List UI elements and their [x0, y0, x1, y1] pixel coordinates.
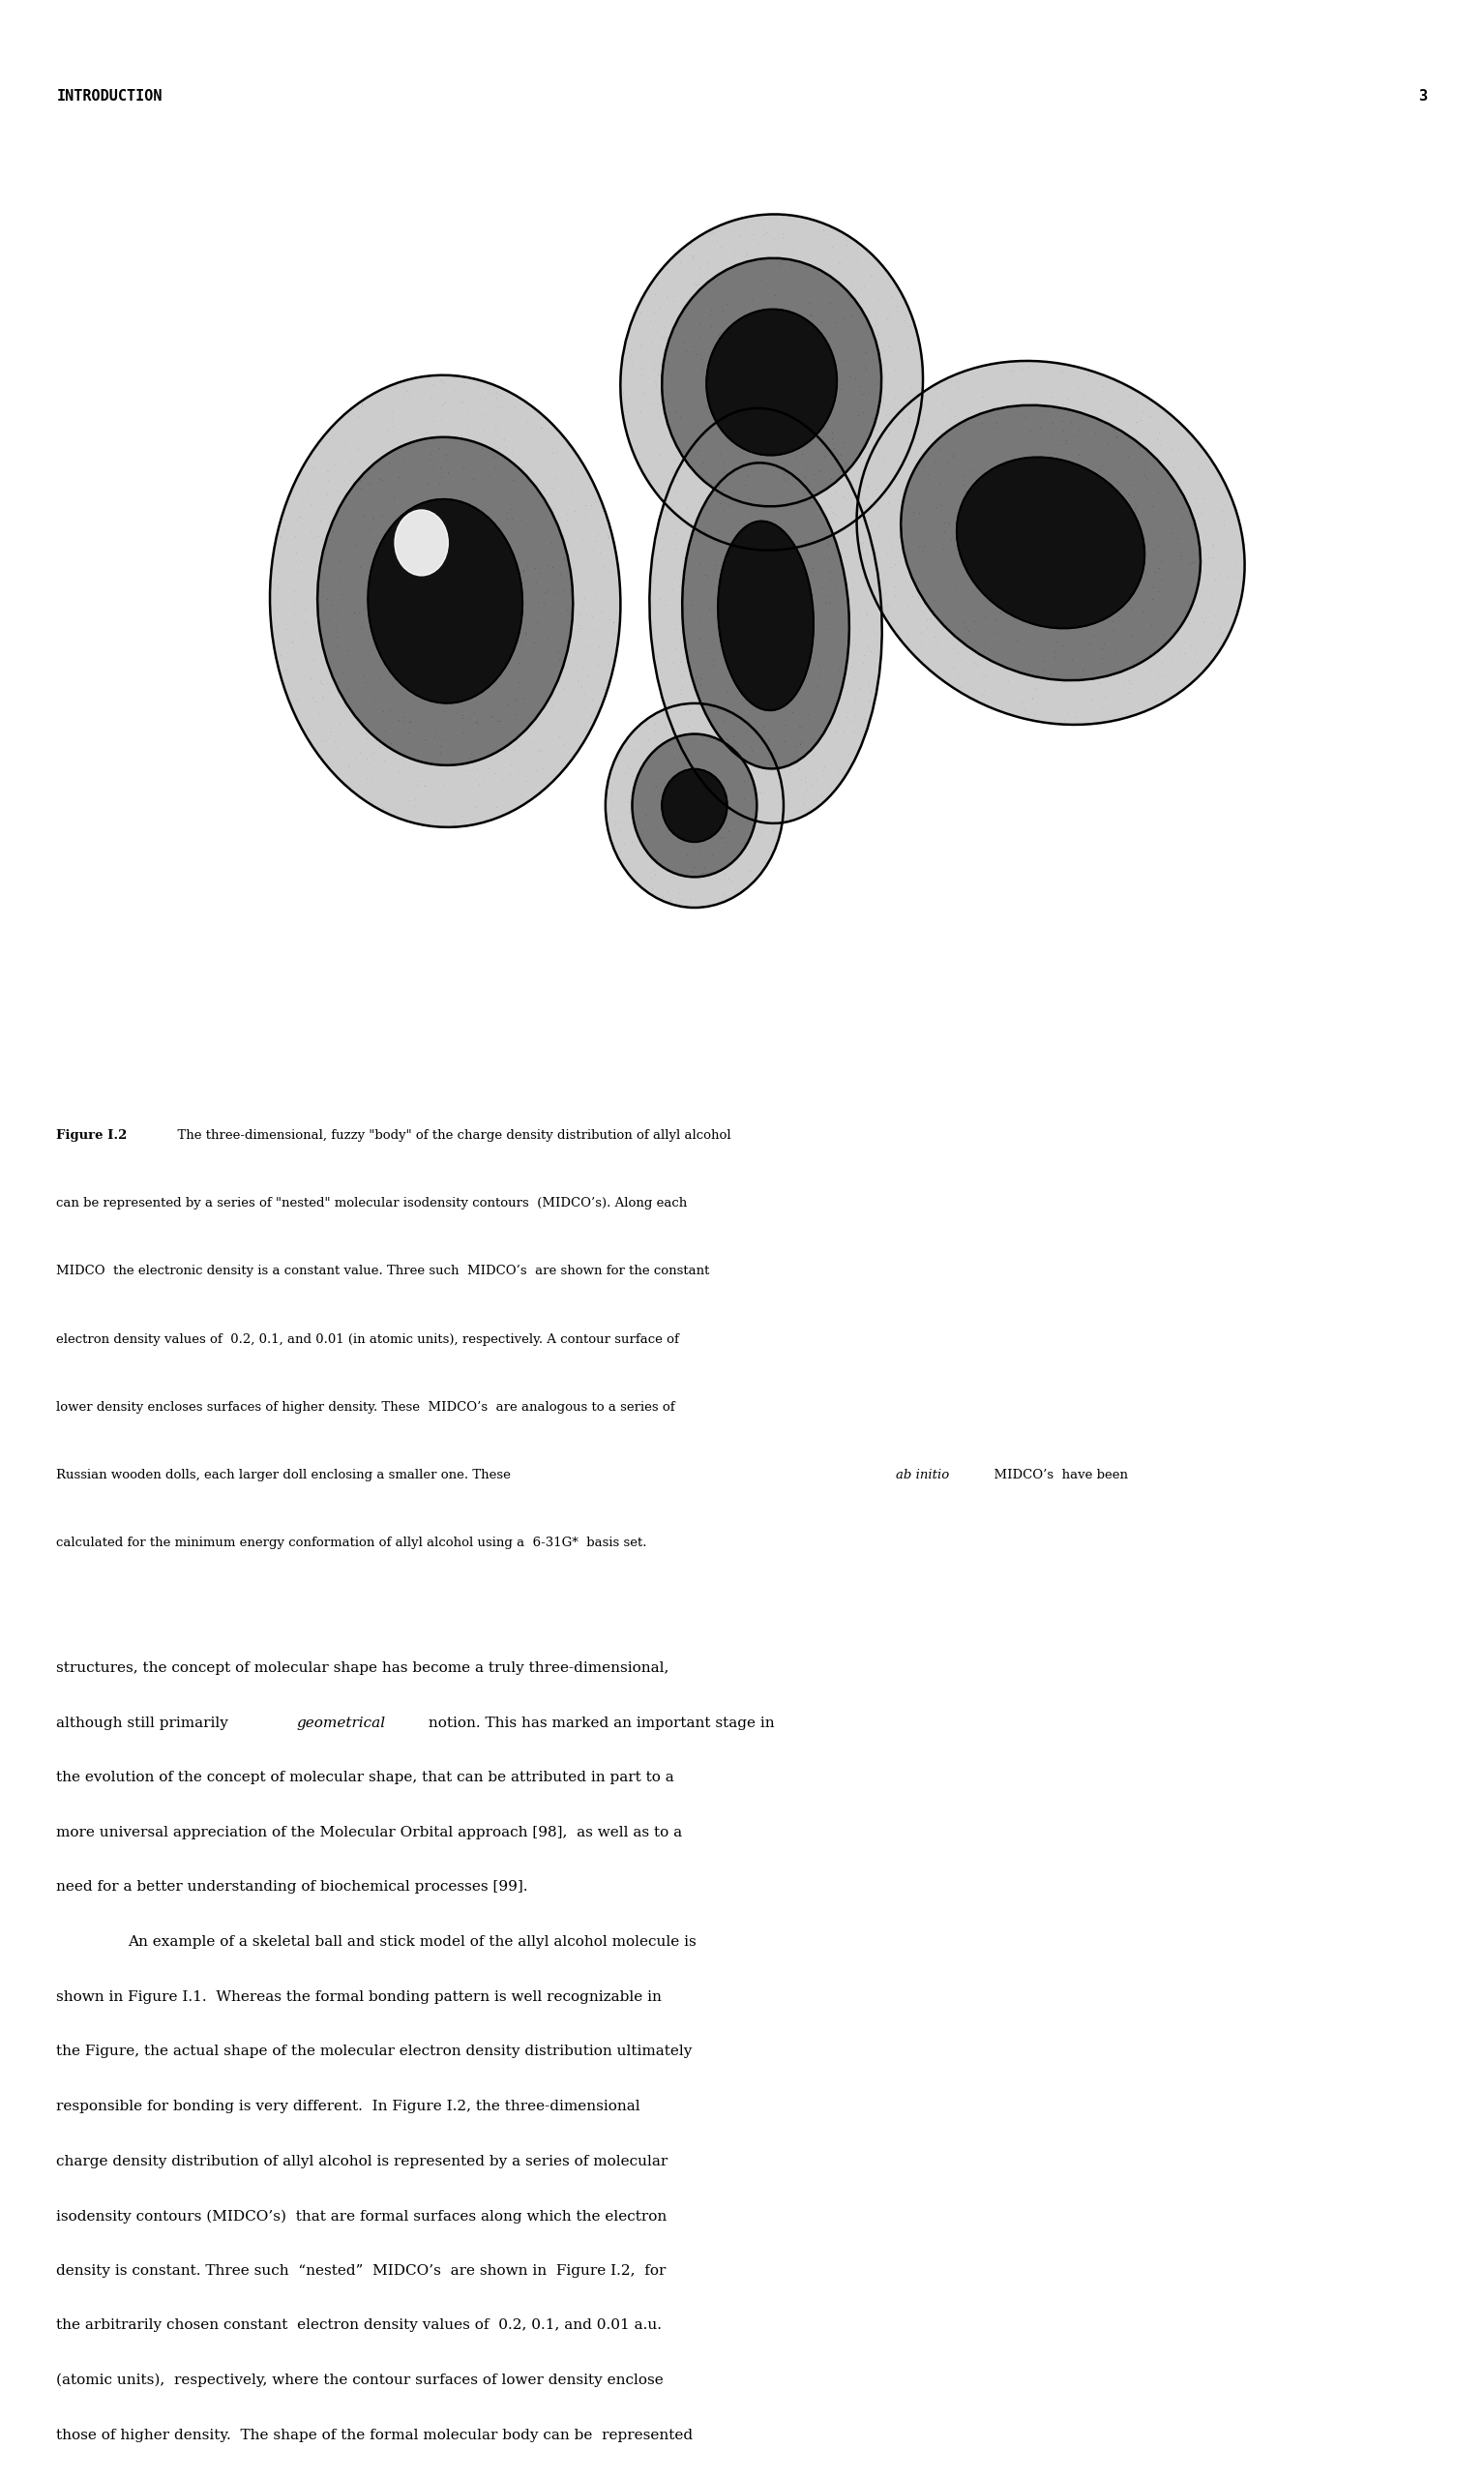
- Ellipse shape: [718, 521, 813, 711]
- Text: the evolution of the concept of molecular shape, that can be attributed in part : the evolution of the concept of molecula…: [56, 1770, 674, 1785]
- Text: (atomic units),  respectively, where the contour surfaces of lower density enclo: (atomic units), respectively, where the …: [56, 2372, 663, 2387]
- Ellipse shape: [605, 704, 784, 907]
- Text: need for a better understanding of biochemical processes [99].: need for a better understanding of bioch…: [56, 1882, 528, 1894]
- Text: the Figure, the actual shape of the molecular electron density distribution ulti: the Figure, the actual shape of the mole…: [56, 2045, 693, 2058]
- Text: responsible for bonding is very different.  In Figure I.2, the three-dimensional: responsible for bonding is very differen…: [56, 2100, 640, 2112]
- Ellipse shape: [650, 409, 881, 823]
- Text: lower density encloses surfaces of higher density. These  MIDCO’s  are analogous: lower density encloses surfaces of highe…: [56, 1401, 675, 1413]
- Text: electron density values of  0.2, 0.1, and 0.01 (in atomic units), respectively. : electron density values of 0.2, 0.1, and…: [56, 1334, 680, 1346]
- Ellipse shape: [368, 498, 522, 704]
- Ellipse shape: [620, 213, 923, 550]
- Text: more universal appreciation of the Molecular Orbital approach [98],  as well as : more universal appreciation of the Molec…: [56, 1825, 683, 1839]
- Ellipse shape: [662, 768, 727, 843]
- Ellipse shape: [856, 362, 1245, 724]
- Text: the arbitrarily chosen constant  electron density values of  0.2, 0.1, and 0.01 : the arbitrarily chosen constant electron…: [56, 2318, 662, 2333]
- Ellipse shape: [957, 456, 1144, 627]
- Text: An example of a skeletal ball and stick model of the allyl alcohol molecule is: An example of a skeletal ball and stick …: [128, 1936, 696, 1948]
- Ellipse shape: [318, 436, 573, 766]
- Text: structures, the concept of molecular shape has become a truly three-dimensional,: structures, the concept of molecular sha…: [56, 1661, 669, 1676]
- Text: calculated for the minimum energy conformation of allyl alcohol using a  6-31G* : calculated for the minimum energy confor…: [56, 1537, 647, 1549]
- Text: ab initio: ab initio: [895, 1468, 950, 1482]
- Text: density is constant. Three such  “nested”  MIDCO’s  are shown in  Figure I.2,  f: density is constant. Three such “nested”…: [56, 2263, 666, 2278]
- Text: isodensity contours (MIDCO’s)  that are formal surfaces along which the electron: isodensity contours (MIDCO’s) that are f…: [56, 2209, 668, 2224]
- Ellipse shape: [270, 374, 620, 828]
- Text: notion. This has marked an important stage in: notion. This has marked an important sta…: [424, 1715, 775, 1730]
- Text: 3: 3: [1419, 89, 1428, 104]
- Text: charge density distribution of allyl alcohol is represented by a series of molec: charge density distribution of allyl alc…: [56, 2154, 668, 2169]
- Text: those of higher density.  The shape of the formal molecular body can be  represe: those of higher density. The shape of th…: [56, 2429, 693, 2442]
- Ellipse shape: [395, 511, 448, 575]
- Text: INTRODUCTION: INTRODUCTION: [56, 89, 162, 104]
- Text: can be represented by a series of "nested" molecular isodensity contours  (MIDCO: can be represented by a series of "neste…: [56, 1197, 687, 1210]
- Ellipse shape: [683, 464, 849, 768]
- Ellipse shape: [901, 404, 1201, 679]
- Ellipse shape: [632, 734, 757, 878]
- Text: MIDCO’s  have been: MIDCO’s have been: [985, 1468, 1128, 1482]
- Text: The three-dimensional, fuzzy "body" of the charge density distribution of allyl : The three-dimensional, fuzzy "body" of t…: [169, 1130, 730, 1143]
- Text: although still primarily: although still primarily: [56, 1715, 233, 1730]
- Text: Russian wooden dolls, each larger doll enclosing a smaller one. These: Russian wooden dolls, each larger doll e…: [56, 1468, 519, 1482]
- Text: Figure I.2: Figure I.2: [56, 1130, 128, 1143]
- Text: geometrical: geometrical: [297, 1715, 386, 1730]
- Ellipse shape: [706, 310, 837, 456]
- Text: MIDCO  the electronic density is a constant value. Three such  MIDCO’s  are show: MIDCO the electronic density is a consta…: [56, 1264, 709, 1277]
- Text: shown in Figure I.1.  Whereas the formal bonding pattern is well recognizable in: shown in Figure I.1. Whereas the formal …: [56, 1991, 662, 2003]
- Ellipse shape: [662, 258, 881, 506]
